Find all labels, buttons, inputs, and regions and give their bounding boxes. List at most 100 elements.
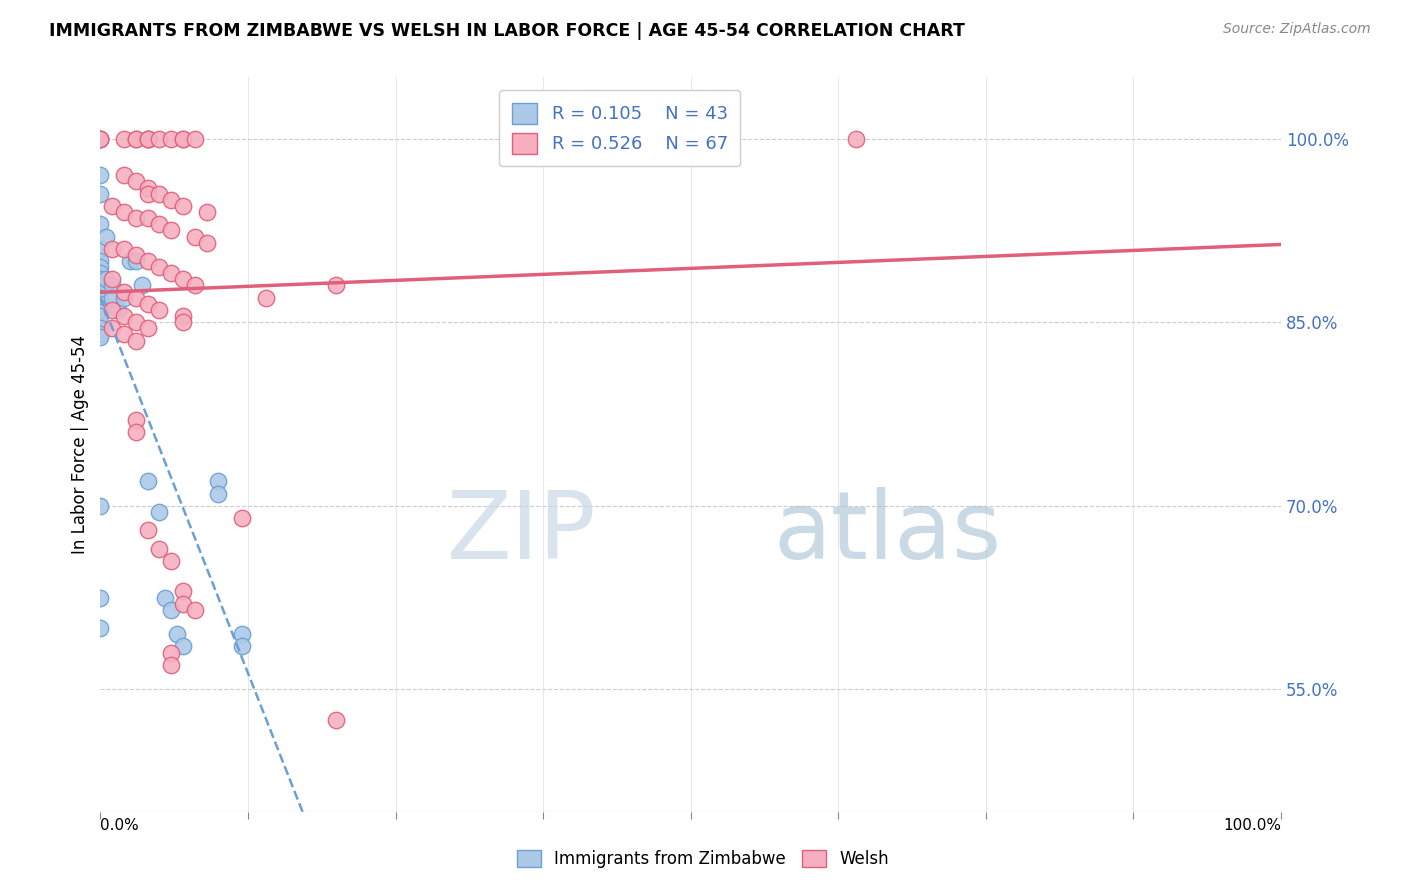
Point — [89, 327, 111, 342]
Point — [166, 627, 188, 641]
Point — [125, 425, 148, 440]
Point — [325, 278, 347, 293]
Text: atlas: atlas — [773, 487, 1001, 579]
Point — [172, 640, 194, 654]
Point — [89, 305, 111, 319]
Point — [89, 266, 111, 280]
Point — [112, 131, 135, 145]
Point — [207, 475, 229, 489]
Point — [96, 229, 118, 244]
Point — [89, 217, 111, 231]
Point — [172, 597, 194, 611]
Point — [136, 131, 159, 145]
Point — [89, 285, 111, 299]
Point — [160, 131, 183, 145]
Point — [231, 627, 253, 641]
Y-axis label: In Labor Force | Age 45-54: In Labor Force | Age 45-54 — [72, 335, 89, 554]
Point — [89, 131, 111, 145]
Point — [136, 523, 159, 537]
Point — [160, 657, 183, 672]
Legend: R = 0.105    N = 43, R = 0.526    N = 67: R = 0.105 N = 43, R = 0.526 N = 67 — [499, 90, 741, 166]
Point — [136, 254, 159, 268]
Point — [89, 321, 111, 335]
Point — [125, 413, 148, 427]
Point — [125, 291, 148, 305]
Point — [172, 315, 194, 329]
Point — [101, 199, 124, 213]
Point — [195, 235, 218, 250]
Point — [136, 131, 159, 145]
Point — [89, 621, 111, 635]
Point — [325, 713, 347, 727]
Point — [231, 511, 253, 525]
Point — [172, 309, 194, 323]
Point — [148, 217, 170, 231]
Point — [679, 131, 702, 145]
Point — [148, 131, 170, 145]
Point — [112, 291, 135, 305]
Point — [136, 211, 159, 226]
Point — [172, 131, 194, 145]
Point — [112, 285, 135, 299]
Point — [89, 302, 111, 317]
Point — [89, 254, 111, 268]
Point — [131, 278, 153, 293]
Point — [125, 211, 148, 226]
Point — [231, 640, 253, 654]
Point — [101, 291, 124, 305]
Text: IMMIGRANTS FROM ZIMBABWE VS WELSH IN LABOR FORCE | AGE 45-54 CORRELATION CHART: IMMIGRANTS FROM ZIMBABWE VS WELSH IN LAB… — [49, 22, 965, 40]
Point — [89, 242, 111, 256]
Point — [207, 486, 229, 500]
Point — [89, 591, 111, 605]
Point — [89, 272, 111, 286]
Point — [101, 272, 124, 286]
Point — [160, 603, 183, 617]
Point — [112, 327, 135, 342]
Point — [195, 205, 218, 219]
Point — [89, 260, 111, 274]
Point — [118, 254, 141, 268]
Point — [89, 309, 111, 323]
Point — [160, 193, 183, 207]
Point — [89, 131, 111, 145]
Point — [125, 131, 148, 145]
Point — [89, 131, 111, 145]
Point — [155, 591, 177, 605]
Point — [101, 302, 124, 317]
Point — [148, 541, 170, 556]
Point — [172, 584, 194, 599]
Point — [125, 174, 148, 188]
Point — [172, 199, 194, 213]
Text: 100.0%: 100.0% — [1223, 818, 1281, 833]
Point — [254, 291, 277, 305]
Point — [89, 186, 111, 201]
Point — [184, 603, 207, 617]
Point — [184, 131, 207, 145]
Point — [136, 475, 159, 489]
Point — [96, 272, 118, 286]
Point — [112, 169, 135, 183]
Point — [136, 131, 159, 145]
Point — [184, 229, 207, 244]
Point — [148, 505, 170, 519]
Legend: Immigrants from Zimbabwe, Welsh: Immigrants from Zimbabwe, Welsh — [510, 843, 896, 875]
Point — [148, 260, 170, 274]
Point — [184, 278, 207, 293]
Point — [125, 254, 148, 268]
Text: ZIP: ZIP — [447, 487, 596, 579]
Text: Source: ZipAtlas.com: Source: ZipAtlas.com — [1223, 22, 1371, 37]
Point — [89, 278, 111, 293]
Point — [89, 301, 111, 315]
Point — [125, 248, 148, 262]
Point — [101, 321, 124, 335]
Point — [112, 242, 135, 256]
Point — [125, 131, 148, 145]
Point — [112, 309, 135, 323]
Point — [172, 272, 194, 286]
Point — [89, 330, 111, 344]
Point — [89, 131, 111, 145]
Point — [136, 321, 159, 335]
Point — [112, 205, 135, 219]
Point — [89, 499, 111, 513]
Point — [101, 278, 124, 293]
